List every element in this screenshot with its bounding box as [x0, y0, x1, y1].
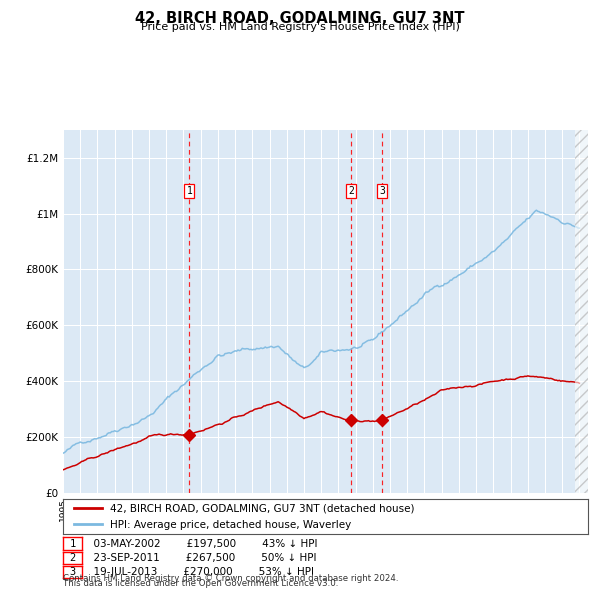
Text: 1: 1	[187, 186, 192, 196]
Polygon shape	[575, 130, 588, 493]
Text: 03-MAY-2002        £197,500        43% ↓ HPI: 03-MAY-2002 £197,500 43% ↓ HPI	[87, 539, 317, 549]
Text: HPI: Average price, detached house, Waverley: HPI: Average price, detached house, Wave…	[110, 520, 352, 530]
Text: 1: 1	[70, 539, 76, 549]
Text: 19-JUL-2013        £270,000        53% ↓ HPI: 19-JUL-2013 £270,000 53% ↓ HPI	[87, 567, 314, 577]
Text: This data is licensed under the Open Government Licence v3.0.: This data is licensed under the Open Gov…	[63, 579, 338, 588]
Text: 2: 2	[348, 186, 354, 196]
Text: 42, BIRCH ROAD, GODALMING, GU7 3NT (detached house): 42, BIRCH ROAD, GODALMING, GU7 3NT (deta…	[110, 503, 415, 513]
Text: 23-SEP-2011        £267,500        50% ↓ HPI: 23-SEP-2011 £267,500 50% ↓ HPI	[87, 553, 317, 563]
Text: 2: 2	[70, 553, 76, 563]
Text: 3: 3	[379, 186, 385, 196]
Text: Contains HM Land Registry data © Crown copyright and database right 2024.: Contains HM Land Registry data © Crown c…	[63, 574, 398, 583]
Text: Price paid vs. HM Land Registry's House Price Index (HPI): Price paid vs. HM Land Registry's House …	[140, 22, 460, 32]
Text: 3: 3	[70, 567, 76, 577]
Text: 42, BIRCH ROAD, GODALMING, GU7 3NT: 42, BIRCH ROAD, GODALMING, GU7 3NT	[135, 11, 465, 25]
